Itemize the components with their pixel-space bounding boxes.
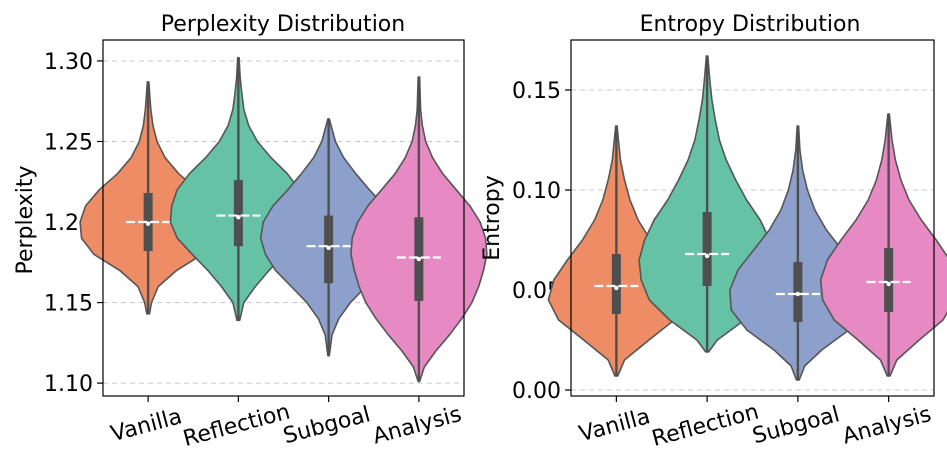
entropy-y-tick-label: 0.15 — [512, 79, 561, 104]
chart-title-perplexity: Perplexity Distribution — [161, 12, 405, 37]
entropy-iqr-box-analysis — [884, 248, 894, 312]
y-axis-label-entropy: Entropy — [480, 175, 505, 260]
perplexity-median-dot-reflection — [236, 214, 241, 220]
perplexity-y-tick-label: 1.25 — [44, 130, 93, 155]
perplexity-y-tick-label: 1.10 — [44, 372, 93, 397]
y-axis-label-perplexity: Perplexity — [13, 165, 38, 274]
entropy-median-dot-vanilla — [614, 285, 619, 291]
entropy-x-tick-label-subgoal: Subgoal — [750, 402, 842, 449]
perplexity-iqr-box-reflection — [233, 180, 243, 247]
perplexity-y-tick-label: 1.15 — [44, 292, 93, 317]
perplexity-median-dot-vanilla — [145, 221, 151, 226]
entropy-plot-frame — [570, 39, 935, 397]
entropy-y-tick-label: 0.00 — [512, 379, 561, 404]
perplexity-violin-panel: Perplexity Distribution Perplexity 1.10 1… — [13, 12, 488, 452]
entropy-iqr-box-reflection — [702, 212, 712, 286]
perplexity-y-tick-label: 1.30 — [44, 50, 93, 75]
perplexity-x-tick-label-analysis: Analysis — [370, 402, 464, 450]
entropy-median-dot-subgoal — [795, 291, 801, 297]
perplexity-median-dot-analysis — [416, 256, 422, 262]
entropy-x-tick-label-reflection: Reflection — [649, 399, 761, 451]
perplexity-x-tick-label-subgoal: Subgoal — [281, 402, 373, 449]
entropy-x-tick-label-analysis: Analysis — [840, 402, 934, 450]
entropy-x-tick-label-vanilla: Vanilla — [576, 404, 653, 447]
perplexity-plot-frame — [102, 39, 465, 397]
chart-title-entropy: Entropy Distribution — [640, 12, 861, 37]
entropy-y-tick-label: 0.10 — [512, 179, 561, 204]
entropy-median-dot-analysis — [886, 281, 891, 287]
entropy-violin-panel: Entropy Distribution Entropy 0.000.050.1… — [480, 12, 947, 452]
perplexity-median-dot-subgoal — [326, 245, 331, 251]
perplexity-x-tick-label-vanilla: Vanilla — [108, 404, 185, 447]
perplexity-x-tick-label-reflection: Reflection — [181, 399, 293, 451]
entropy-median-dot-reflection — [704, 253, 710, 259]
entropy-iqr-box-vanilla — [611, 254, 621, 314]
